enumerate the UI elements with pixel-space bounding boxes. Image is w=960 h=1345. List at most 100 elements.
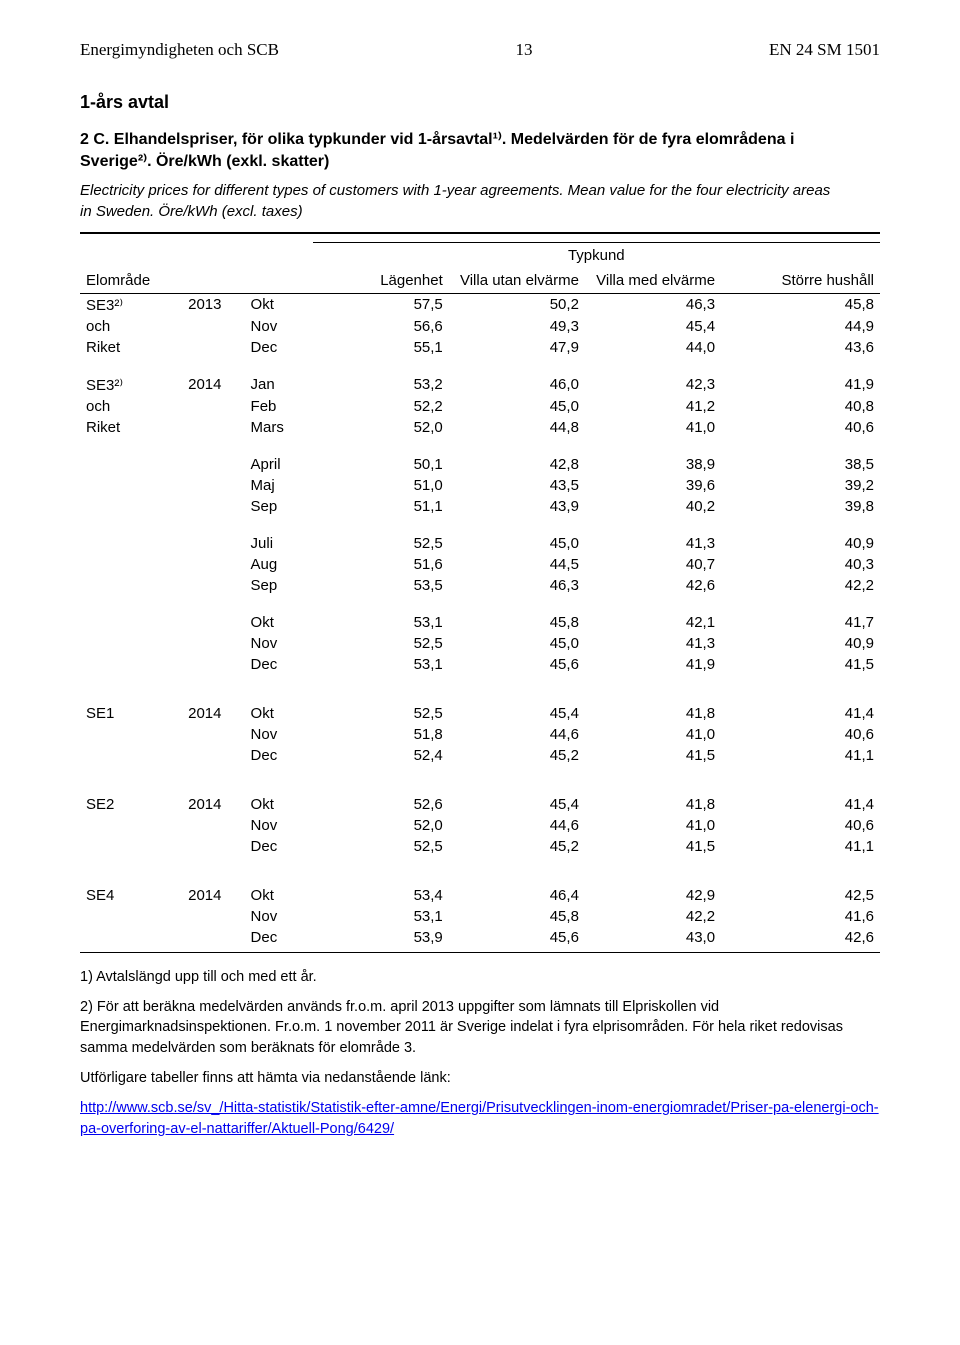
table-row: Dec52,545,241,541,1 <box>80 836 880 857</box>
footnote-more: Utförligare tabeller finns att hämta via… <box>80 1068 880 1088</box>
cell: 42,1 <box>585 612 721 633</box>
cell: 45,2 <box>449 836 585 857</box>
cell: 45,4 <box>449 703 585 724</box>
cell <box>80 612 182 633</box>
cell: 45,6 <box>449 927 585 948</box>
cell: 41,4 <box>721 703 880 724</box>
cell: 53,1 <box>313 906 449 927</box>
cell: Riket <box>80 417 182 438</box>
cell: 2014 <box>182 794 244 815</box>
cell: 52,5 <box>313 703 449 724</box>
table-row: SE3²⁾2014Jan53,246,042,341,9 <box>80 374 880 396</box>
cell: Okt <box>245 293 313 316</box>
cell: Juli <box>245 533 313 554</box>
cell: 2014 <box>182 885 244 906</box>
cell: 47,9 <box>449 337 585 358</box>
cell: 51,1 <box>313 496 449 517</box>
cell: 43,0 <box>585 927 721 948</box>
table-row: SE22014Okt52,645,441,841,4 <box>80 794 880 815</box>
cell: 45,0 <box>449 533 585 554</box>
cell: 2013 <box>182 293 244 316</box>
stats-link[interactable]: http://www.scb.se/sv_/Hitta-statistik/St… <box>80 1100 879 1136</box>
table-row: SE12014Okt52,545,441,841,4 <box>80 703 880 724</box>
cell <box>182 654 244 675</box>
cell <box>80 496 182 517</box>
cell: 44,8 <box>449 417 585 438</box>
table-row: April50,142,838,938,5 <box>80 454 880 475</box>
cell <box>182 454 244 475</box>
cell: 52,2 <box>313 396 449 417</box>
cell <box>80 836 182 857</box>
cell: Okt <box>245 612 313 633</box>
cell: 41,7 <box>721 612 880 633</box>
table-row: RiketMars52,044,841,040,6 <box>80 417 880 438</box>
cell: 51,6 <box>313 554 449 575</box>
cell: Okt <box>245 885 313 906</box>
col-villa-utan: Villa utan elvärme <box>449 268 585 294</box>
cell: 41,9 <box>585 654 721 675</box>
footnotes: 1) Avtalslängd upp till och med ett år. … <box>80 967 880 1139</box>
table-title: 2 C. Elhandelspriser, för olika typkunde… <box>80 129 840 174</box>
table-row: Juli52,545,041,340,9 <box>80 533 880 554</box>
cell: 41,8 <box>585 794 721 815</box>
cell: 46,3 <box>585 293 721 316</box>
cell: 53,5 <box>313 575 449 596</box>
cell: 38,9 <box>585 454 721 475</box>
cell <box>80 633 182 654</box>
table-row: SE3²⁾2013Okt57,550,246,345,8 <box>80 293 880 316</box>
cell: 41,0 <box>585 815 721 836</box>
cell: 45,0 <box>449 396 585 417</box>
cell: 50,1 <box>313 454 449 475</box>
cell: 45,8 <box>449 906 585 927</box>
cell: Maj <box>245 475 313 496</box>
section-title: 1-års avtal <box>80 92 880 113</box>
cell: 45,4 <box>585 316 721 337</box>
cell: 40,8 <box>721 396 880 417</box>
table-row: Sep53,546,342,642,2 <box>80 575 880 596</box>
cell <box>80 906 182 927</box>
cell <box>80 554 182 575</box>
cell: 40,3 <box>721 554 880 575</box>
cell: SE3²⁾ <box>80 374 182 396</box>
footnote-1: 1) Avtalslängd upp till och med ett år. <box>80 967 880 987</box>
cell: 42,2 <box>721 575 880 596</box>
cell: 44,5 <box>449 554 585 575</box>
cell: Nov <box>245 906 313 927</box>
table-row <box>80 358 880 374</box>
table-subtitle: Electricity prices for different types o… <box>80 180 840 222</box>
cell <box>182 496 244 517</box>
cell: 53,2 <box>313 374 449 396</box>
cell <box>182 554 244 575</box>
cell: och <box>80 396 182 417</box>
cell <box>182 927 244 948</box>
table-row: Dec53,945,643,042,6 <box>80 927 880 948</box>
col-villa-med: Villa med elvärme <box>585 268 721 294</box>
cell: 46,0 <box>449 374 585 396</box>
cell: 2014 <box>182 703 244 724</box>
cell: 46,3 <box>449 575 585 596</box>
cell: SE1 <box>80 703 182 724</box>
cell: Mars <box>245 417 313 438</box>
cell: 52,4 <box>313 745 449 766</box>
cell: 53,4 <box>313 885 449 906</box>
cell <box>182 633 244 654</box>
cell: Nov <box>245 316 313 337</box>
cell: 44,6 <box>449 815 585 836</box>
cell <box>182 316 244 337</box>
cell: 40,6 <box>721 417 880 438</box>
cell: 52,5 <box>313 633 449 654</box>
cell: April <box>245 454 313 475</box>
cell: 41,5 <box>585 836 721 857</box>
table-row: ochNov56,649,345,444,9 <box>80 316 880 337</box>
cell: 39,6 <box>585 475 721 496</box>
cell: 44,0 <box>585 337 721 358</box>
cell: 42,6 <box>721 927 880 948</box>
table-row: Nov52,044,641,040,6 <box>80 815 880 836</box>
cell: 57,5 <box>313 293 449 316</box>
cell: 56,6 <box>313 316 449 337</box>
cell: 42,6 <box>585 575 721 596</box>
cell: Okt <box>245 703 313 724</box>
cell <box>182 612 244 633</box>
cell <box>182 815 244 836</box>
cell: 41,6 <box>721 906 880 927</box>
